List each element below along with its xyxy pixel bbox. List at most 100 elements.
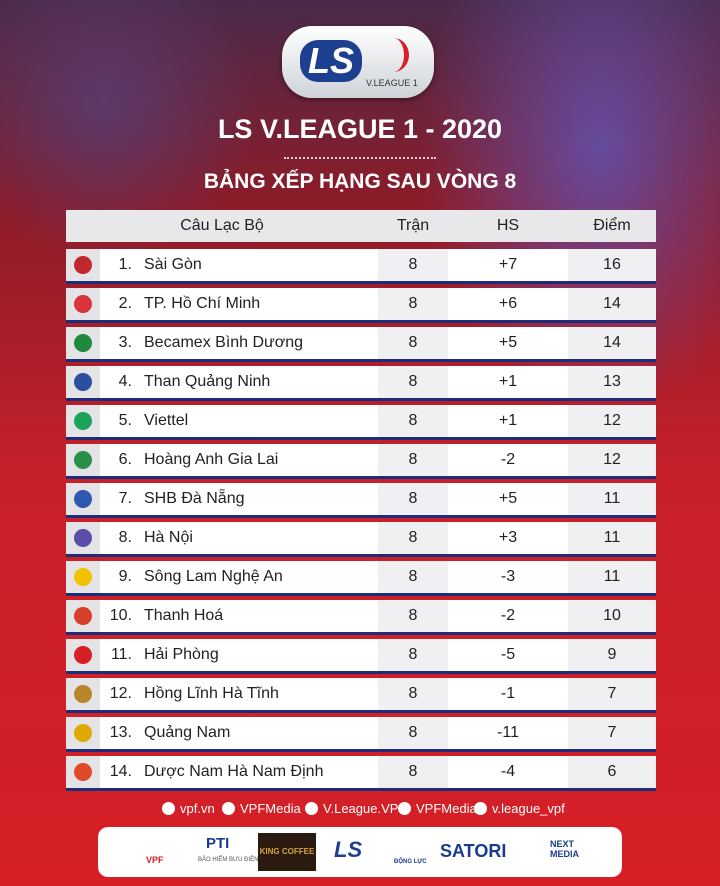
sponsor-bar: VPF PTI BẢO HIỂM BƯU ĐIỆN KING COFFEE LS…: [98, 827, 622, 877]
club-logo-cell: [66, 249, 100, 281]
club-logo-cell: [66, 444, 100, 476]
club-logo: [74, 607, 92, 625]
club-logo: [74, 256, 92, 274]
rank: 10.: [109, 607, 132, 624]
club-logo-cell: [66, 639, 100, 671]
logo-text: LS: [300, 40, 363, 82]
points: 6: [568, 756, 656, 788]
points: 7: [568, 717, 656, 749]
club-name: Quảng Nam: [144, 724, 231, 741]
rank: 4.: [118, 373, 132, 390]
club-name: Viettel: [144, 412, 189, 429]
club-logo-cell: [66, 366, 100, 398]
rank: 3.: [118, 334, 132, 351]
club-logo-cell: [66, 756, 100, 788]
rank: 2.: [118, 295, 132, 312]
club-name: Hoàng Anh Gia Lai: [144, 451, 279, 468]
points: 12: [568, 405, 656, 437]
rank: 6.: [118, 451, 132, 468]
table-row: 6. Hoàng Anh Gia Lai 8 -2 12: [66, 444, 656, 479]
played: 8: [378, 561, 448, 593]
table-row: 1. Sài Gòn 8 +7 16: [66, 249, 656, 284]
club-logo: [74, 568, 92, 586]
rank: 14.: [109, 763, 132, 780]
rank: 8.: [118, 529, 132, 546]
subtitle: BẢNG XẾP HẠNG SAU VÒNG 8: [203, 170, 517, 193]
club-name: Becamex Bình Dương: [144, 334, 304, 351]
goal-difference: -3: [500, 568, 516, 585]
club-name: Sài Gòn: [144, 256, 202, 273]
club-logo-cell: [66, 600, 100, 632]
goal-difference: -11: [497, 724, 519, 741]
social-link: v.league_vpf: [474, 801, 565, 816]
column-header: HS: [496, 217, 520, 234]
table-row: 10. Thanh Hoá 8 -2 10: [66, 600, 656, 635]
played: 8: [378, 522, 448, 554]
points: 14: [568, 327, 656, 359]
club-logo-cell: [66, 327, 100, 359]
played: 8: [378, 444, 448, 476]
club-logo: [74, 295, 92, 313]
played: 8: [378, 288, 448, 320]
club-name: Dược Nam Hà Nam Định: [144, 763, 324, 780]
club-logo-cell: [66, 678, 100, 710]
club-logo: [74, 724, 92, 742]
rank: 12.: [109, 685, 132, 702]
points: 11: [568, 522, 656, 554]
divider: [284, 157, 436, 159]
played: 8: [378, 405, 448, 437]
club-logo-cell: [66, 561, 100, 593]
points: 11: [568, 561, 656, 593]
goal-difference: +1: [498, 373, 518, 390]
club-logo: [74, 490, 92, 508]
played: 8: [378, 483, 448, 515]
club-logo-cell: [66, 522, 100, 554]
club-logo-cell: [66, 288, 100, 320]
goal-difference: +5: [498, 490, 518, 507]
rank: 5.: [118, 412, 132, 429]
club-name: Hải Phòng: [144, 646, 219, 663]
table-row: 12. Hồng Lĩnh Hà Tĩnh 8 -1 7: [66, 678, 656, 713]
club-name: Hà Nội: [144, 529, 193, 546]
table-header: Câu Lạc Bộ Trận HS Điểm: [66, 210, 656, 242]
goal-difference: +1: [498, 412, 518, 429]
rank: 13.: [109, 724, 132, 741]
club-logo: [74, 529, 92, 547]
sponsor-caption: BẢO HIỂM BƯU ĐIỆN: [198, 857, 259, 863]
played: 8: [378, 327, 448, 359]
goal-difference: +5: [498, 334, 518, 351]
rank: 11.: [110, 646, 132, 663]
points: 14: [568, 288, 656, 320]
club-logo-cell: [66, 483, 100, 515]
social-link: VPFMedia: [398, 801, 477, 816]
played: 8: [378, 678, 448, 710]
played: 8: [378, 717, 448, 749]
sponsor: ĐỘNG LỰC: [394, 859, 427, 865]
club-logo: [74, 685, 92, 703]
club-name: Than Quảng Ninh: [144, 373, 271, 390]
club-logo-cell: [66, 405, 100, 437]
club-logo: [74, 373, 92, 391]
sponsor: LS: [334, 837, 363, 862]
goal-difference: +6: [498, 295, 518, 312]
table-row: 5. Viettel 8 +1 12: [66, 405, 656, 440]
logo-subtext: V.LEAGUE 1: [366, 78, 418, 88]
played: 8: [378, 600, 448, 632]
club-logo-cell: [66, 717, 100, 749]
column-header: Điểm: [593, 217, 631, 234]
club-name: Thanh Hoá: [144, 607, 224, 624]
rank: 1.: [118, 256, 132, 273]
club-logo: [74, 334, 92, 352]
logo-swoosh: [378, 38, 409, 72]
sponsor: SATORI: [440, 841, 507, 861]
goal-difference: +7: [498, 256, 518, 273]
social-link: V.League.VPF: [305, 801, 406, 816]
played: 8: [378, 249, 448, 281]
points: 9: [568, 639, 656, 671]
points: 7: [568, 678, 656, 710]
table-row: 4. Than Quảng Ninh 8 +1 13: [66, 366, 656, 401]
club-name: TP. Hồ Chí Minh: [144, 295, 261, 312]
goal-difference: -4: [500, 763, 516, 780]
played: 8: [378, 756, 448, 788]
